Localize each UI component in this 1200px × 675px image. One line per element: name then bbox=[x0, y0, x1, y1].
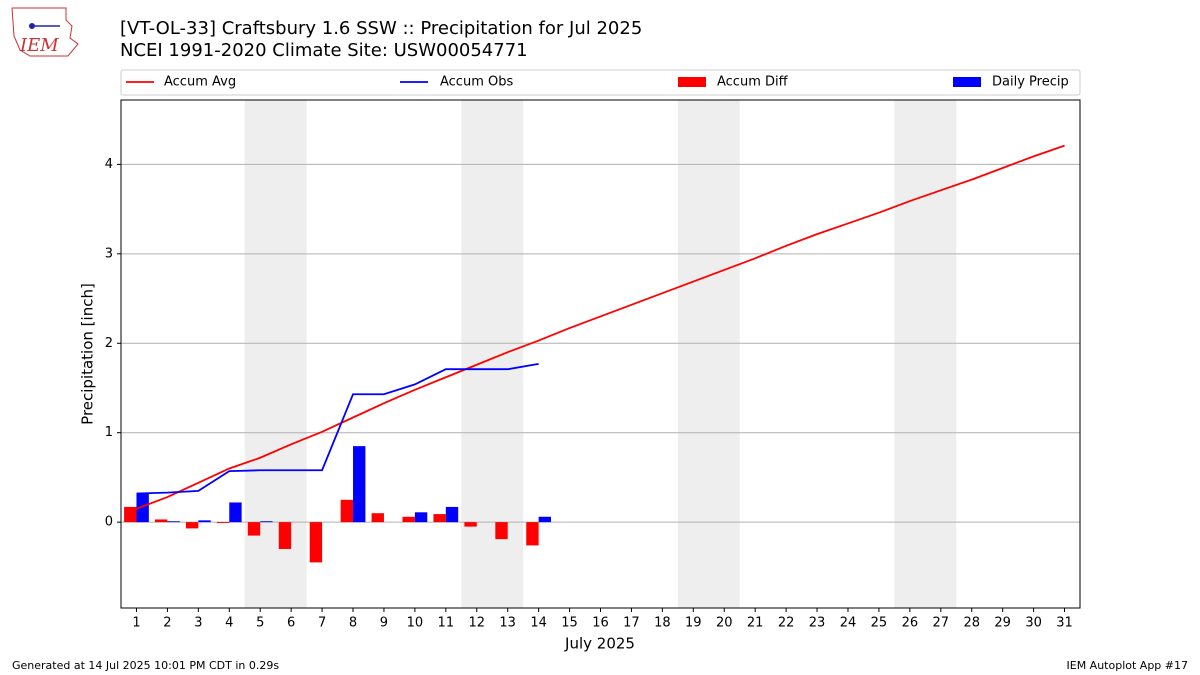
x-tick-label: 4 bbox=[225, 616, 233, 631]
logo-outline bbox=[11, 7, 79, 57]
x-tick-label: 31 bbox=[1056, 616, 1073, 631]
y-axis-label: Precipitation [inch] bbox=[79, 283, 97, 425]
x-tick-label: 18 bbox=[654, 616, 671, 631]
legend-label: Daily Precip bbox=[992, 75, 1069, 90]
x-tick-label: 27 bbox=[933, 616, 950, 631]
x-tick-label: 10 bbox=[407, 616, 424, 631]
x-tick-label: 11 bbox=[438, 616, 455, 631]
x-tick-label: 22 bbox=[778, 616, 795, 631]
bar bbox=[216, 522, 230, 524]
footer-left: Generated at 14 Jul 2025 10:01 PM CDT in… bbox=[12, 659, 279, 672]
legend-box bbox=[120, 69, 1081, 96]
bar bbox=[309, 522, 323, 563]
legend-label: Accum Diff bbox=[717, 75, 789, 90]
x-tick-label: 13 bbox=[499, 616, 516, 631]
bar bbox=[124, 506, 137, 523]
bar bbox=[433, 514, 446, 523]
x-axis-label: July 2025 bbox=[564, 635, 635, 653]
x-tick-label: 29 bbox=[994, 616, 1011, 631]
legend-label: Accum Obs bbox=[440, 75, 513, 90]
x-tick-label: 28 bbox=[963, 616, 980, 631]
bar bbox=[526, 522, 539, 546]
logo-text: IEM bbox=[19, 35, 59, 56]
weekend-span bbox=[894, 100, 957, 608]
bar bbox=[136, 493, 149, 523]
x-tick-label: 23 bbox=[809, 616, 826, 631]
bar bbox=[371, 513, 384, 523]
x-tick-label: 17 bbox=[623, 616, 640, 631]
y-tick-label: 3 bbox=[105, 246, 113, 261]
bar bbox=[247, 522, 261, 536]
logo: IEM bbox=[11, 7, 79, 57]
y-tick-label: 4 bbox=[105, 157, 113, 172]
weekend-span bbox=[677, 100, 740, 608]
y-tick-label: 0 bbox=[105, 515, 113, 530]
bar bbox=[464, 522, 477, 527]
x-tick-label: 24 bbox=[840, 616, 857, 631]
x-tick-label: 2 bbox=[163, 616, 171, 631]
weekend-span bbox=[461, 100, 524, 608]
x-tick-label: 8 bbox=[349, 616, 357, 631]
x-tick-label: 1 bbox=[132, 616, 140, 631]
x-tick-label: 9 bbox=[380, 616, 388, 631]
x-tick-label: 3 bbox=[194, 616, 202, 631]
y-tick-label: 1 bbox=[105, 425, 113, 440]
line bbox=[136, 362, 539, 495]
bar bbox=[278, 522, 292, 549]
x-tick-label: 20 bbox=[716, 616, 733, 631]
bar bbox=[495, 522, 508, 540]
x-tick-label: 19 bbox=[685, 616, 702, 631]
bar bbox=[167, 521, 180, 523]
bar bbox=[155, 519, 168, 523]
bar bbox=[538, 516, 552, 523]
bar bbox=[185, 522, 199, 529]
y-tick-label: 2 bbox=[105, 336, 113, 351]
chart-subtitle: NCEI 1991-2020 Climate Site: USW00054771 bbox=[120, 40, 528, 61]
bar bbox=[340, 499, 354, 523]
legend-swatch bbox=[678, 77, 706, 87]
x-tick-label: 25 bbox=[871, 616, 888, 631]
bar bbox=[402, 516, 415, 523]
x-tick-label: 7 bbox=[318, 616, 326, 631]
legend-swatch bbox=[953, 77, 981, 87]
bar bbox=[353, 446, 366, 523]
x-tick-label: 12 bbox=[468, 616, 485, 631]
x-tick-label: 21 bbox=[747, 616, 764, 631]
bar bbox=[445, 506, 459, 523]
footer-right: IEM Autoplot App #17 bbox=[1067, 659, 1189, 672]
bar bbox=[260, 521, 273, 523]
bar bbox=[198, 520, 211, 523]
x-tick-label: 16 bbox=[592, 616, 609, 631]
x-tick-label: 26 bbox=[902, 616, 919, 631]
legend-label: Accum Avg bbox=[164, 75, 236, 90]
bar bbox=[229, 502, 242, 523]
x-tick-label: 15 bbox=[561, 616, 578, 631]
line bbox=[136, 144, 1065, 510]
x-tick-label: 6 bbox=[287, 616, 295, 631]
chart-title: [VT-OL-33] Craftsbury 1.6 SSW :: Precipi… bbox=[120, 18, 642, 39]
x-tick-label: 14 bbox=[530, 616, 547, 631]
x-tick-label: 5 bbox=[256, 616, 264, 631]
bar bbox=[414, 512, 428, 523]
x-tick-label: 30 bbox=[1025, 616, 1042, 631]
